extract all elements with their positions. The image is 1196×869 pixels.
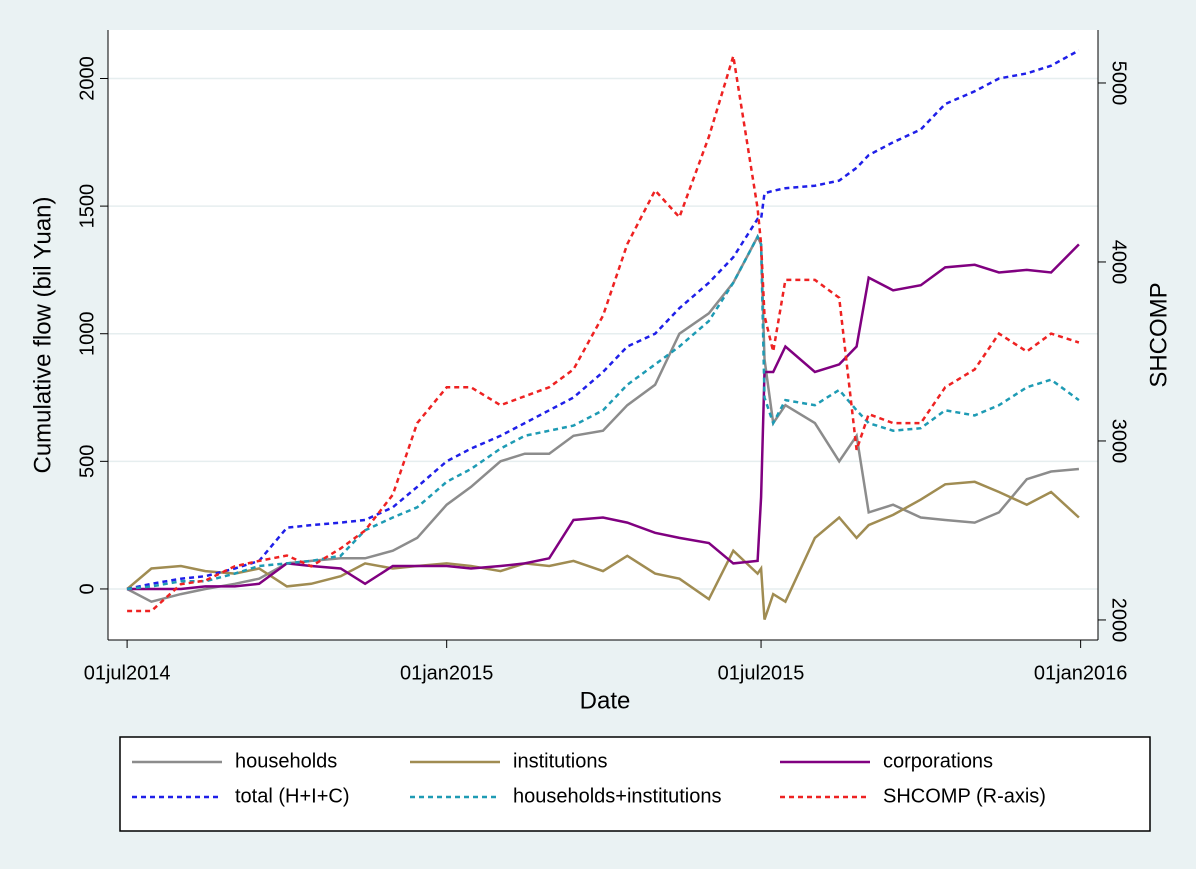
series-line — [126, 480, 1080, 621]
legend-label: total (H+I+C) — [235, 785, 349, 807]
y2-tick-label: 3000 — [1108, 419, 1130, 464]
legend-label: households — [235, 750, 337, 772]
legend — [119, 736, 1151, 832]
x-tick-label: 01jan2015 — [400, 662, 493, 684]
plot-area — [108, 30, 1098, 640]
y-axis-title: Cumulative flow (bil Yuan) — [29, 196, 56, 473]
series-line — [126, 233, 1080, 591]
y-tick-label: 1000 — [76, 311, 98, 356]
y2-tick-label: 2000 — [1108, 598, 1130, 643]
x-tick-label: 01jan2016 — [1034, 662, 1127, 684]
y-tick-label: 2000 — [76, 56, 98, 101]
x-tick-label: 01jul2014 — [84, 662, 171, 684]
legend-label: households+institutions — [513, 785, 721, 807]
y-tick-label: 1500 — [76, 184, 98, 229]
y2-tick-label: 4000 — [1108, 240, 1130, 285]
legend-label: SHCOMP (R-axis) — [883, 785, 1046, 807]
y2-axis-title: SHCOMP — [1145, 282, 1172, 387]
y-tick-label: 500 — [76, 445, 98, 478]
x-tick-label: 01jul2015 — [718, 662, 805, 684]
y2-tick-label: 5000 — [1108, 61, 1130, 106]
legend-label: corporations — [883, 750, 993, 772]
series-line — [127, 55, 1080, 613]
x-axis-title: Date — [580, 687, 631, 714]
legend-label: institutions — [513, 750, 608, 772]
y-tick-label: 0 — [76, 583, 98, 594]
series-line — [127, 243, 1080, 591]
series-line — [126, 49, 1080, 591]
